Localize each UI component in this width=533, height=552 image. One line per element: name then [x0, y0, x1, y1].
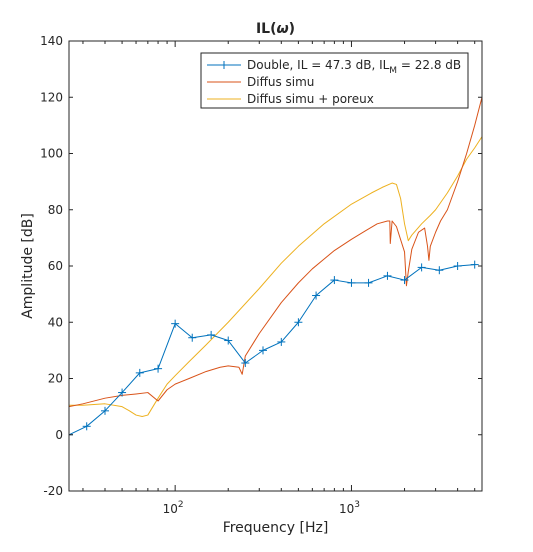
data-point [435, 266, 444, 275]
legend-label-2: Diffus simu + poreux [247, 92, 374, 106]
data-point [241, 359, 250, 368]
y-tick-label: -20 [43, 484, 63, 498]
data-point [224, 336, 233, 345]
y-tick-label: 140 [40, 34, 63, 48]
series-line-1 [69, 97, 482, 408]
data-point [417, 263, 426, 272]
x-tick-label: 103 [339, 500, 360, 516]
data-point [188, 333, 197, 342]
y-tick-label: 0 [55, 428, 63, 442]
tick-layer: -20 0 20 40 60 80 100 120 140 102 103 [40, 34, 482, 516]
data-point [154, 364, 163, 373]
y-axis-label: Amplitude [dB] [20, 213, 36, 319]
legend: Double, IL = 47.3 dB, ILM = 22.8 dBDiffu… [200, 52, 469, 109]
x-axis-label: Frequency [Hz] [223, 520, 329, 536]
y-tick-label: 60 [48, 259, 63, 273]
y-tick-label: 20 [48, 372, 63, 386]
data-point [312, 291, 321, 300]
y-tick-label: 40 [48, 315, 63, 329]
data-point [100, 406, 109, 415]
data-point [470, 260, 479, 269]
legend-label-0: Double, IL = 47.3 dB, ILM = 22.8 dB [247, 58, 461, 76]
plot-area [69, 41, 482, 491]
data-point [171, 319, 180, 328]
legend-box [200, 52, 469, 109]
series-line-2 [69, 136, 482, 417]
y-tick-label: 100 [40, 147, 63, 161]
data-point [383, 271, 392, 280]
chart-title: IL(ω) [256, 21, 295, 37]
series-line-0 [69, 264, 475, 436]
data-point [294, 318, 303, 327]
data-point [347, 278, 356, 287]
series-layer [69, 97, 482, 439]
data-point [259, 346, 268, 355]
y-tick-label: 120 [40, 90, 63, 104]
data-point [135, 368, 144, 377]
data-point [364, 278, 373, 287]
data-point [400, 276, 409, 285]
data-point [330, 276, 339, 285]
data-point [453, 262, 462, 270]
data-point [277, 337, 286, 346]
data-point [118, 388, 127, 397]
data-point [82, 422, 91, 431]
y-tick-label: 80 [48, 203, 63, 217]
x-tick-label: 102 [163, 500, 184, 516]
legend-label-1: Diffus simu [247, 75, 314, 89]
data-point [207, 330, 216, 339]
